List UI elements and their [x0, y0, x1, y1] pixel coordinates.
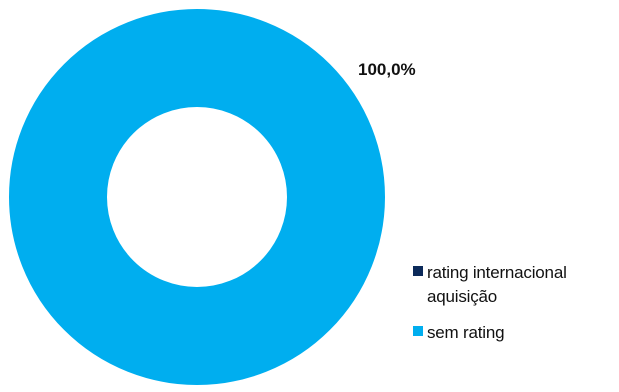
- legend-label-sem-rating: sem rating: [427, 323, 505, 342]
- donut-slices: [9, 9, 385, 385]
- data-label-sem-rating: 100,0%: [358, 60, 416, 79]
- legend-item-rating-internacional: rating internacional aquisição: [413, 261, 619, 309]
- slice-sem-rating: [9, 9, 385, 385]
- legend-swatch-rating-internacional: [413, 266, 423, 276]
- legend-item-sem-rating: sem rating: [413, 321, 619, 345]
- legend-label-rating-internacional: rating internacional aquisição: [427, 263, 567, 306]
- legend-swatch-sem-rating: [413, 326, 423, 336]
- legend: rating internacional aquisição sem ratin…: [413, 261, 619, 357]
